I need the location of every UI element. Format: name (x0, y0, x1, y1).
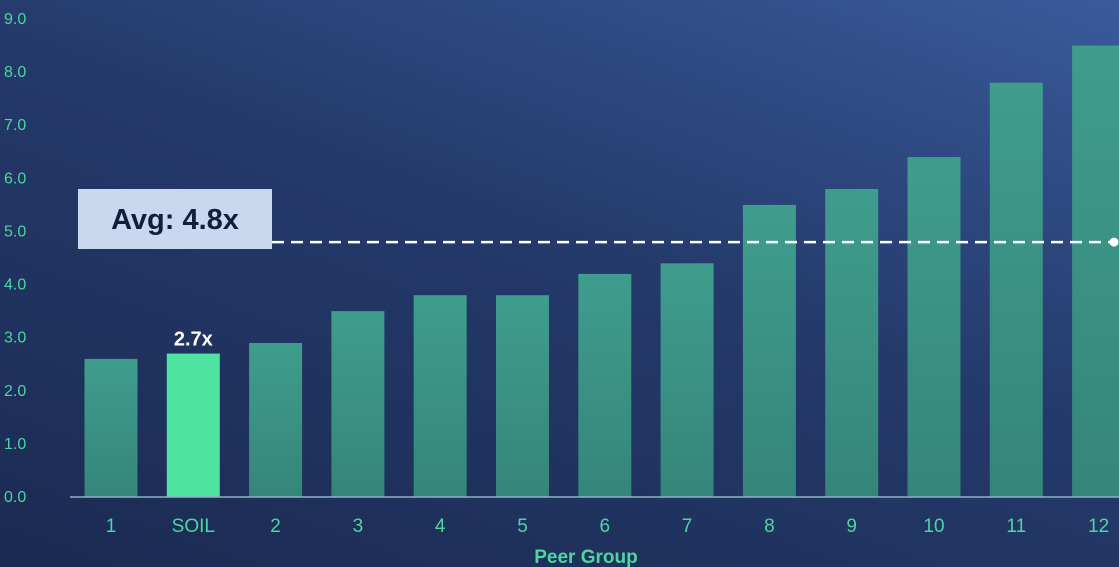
y-tick-label: 4.0 (4, 277, 26, 294)
y-tick-label: 8.0 (4, 64, 26, 81)
bar (825, 188, 879, 497)
x-tick-label: 4 (435, 516, 446, 537)
bar (249, 342, 303, 497)
x-tick-label: 1 (106, 516, 117, 537)
x-tick-label: 6 (600, 516, 611, 537)
average-line-endpoint (1109, 237, 1119, 247)
average-label-box (78, 189, 272, 249)
bar (742, 204, 796, 497)
x-tick-label: 7 (682, 516, 693, 537)
bar (907, 157, 961, 498)
bars: 2.7x (84, 45, 1119, 498)
x-axis: 1 SOIL 2 3 4 5 6 7 8 9 10 11 12 (106, 516, 1109, 537)
bar (1072, 45, 1119, 498)
average-reference: Avg: 4.8x (78, 189, 1119, 249)
y-tick-label: 5.0 (4, 223, 26, 240)
bar (413, 295, 467, 497)
y-tick-label: 3.0 (4, 330, 26, 347)
x-tick-label: 11 (1006, 516, 1026, 537)
bar (989, 82, 1043, 497)
data-label: 2.7x (174, 329, 213, 351)
bar (331, 311, 385, 497)
y-tick-label: 2.0 (4, 383, 26, 400)
x-tick-label: 3 (353, 516, 364, 537)
y-tick-label: 7.0 (4, 117, 26, 134)
bar (496, 295, 549, 497)
x-tick-label: 2 (270, 516, 281, 537)
x-tick-label: 12 (1088, 516, 1109, 537)
average-label: Avg: 4.8x (111, 204, 239, 236)
y-tick-label: 0.0 (4, 489, 26, 506)
x-tick-label: 9 (846, 516, 857, 537)
bar (660, 263, 714, 497)
x-tick-label: 5 (517, 516, 528, 537)
bar-highlight (166, 353, 220, 497)
y-tick-label: 9.0 (4, 11, 26, 28)
x-axis-label: Peer Group (534, 547, 637, 567)
x-tick-label: SOIL (172, 516, 215, 537)
y-tick-label: 1.0 (4, 436, 26, 453)
x-tick-label: 8 (764, 516, 775, 537)
y-axis: 0.0 1.0 2.0 3.0 4.0 5.0 6.0 7.0 8.0 9.0 (4, 11, 26, 506)
bar (84, 358, 138, 497)
x-tick-label: 10 (923, 516, 944, 537)
bar (578, 273, 632, 497)
y-tick-label: 6.0 (4, 170, 26, 187)
